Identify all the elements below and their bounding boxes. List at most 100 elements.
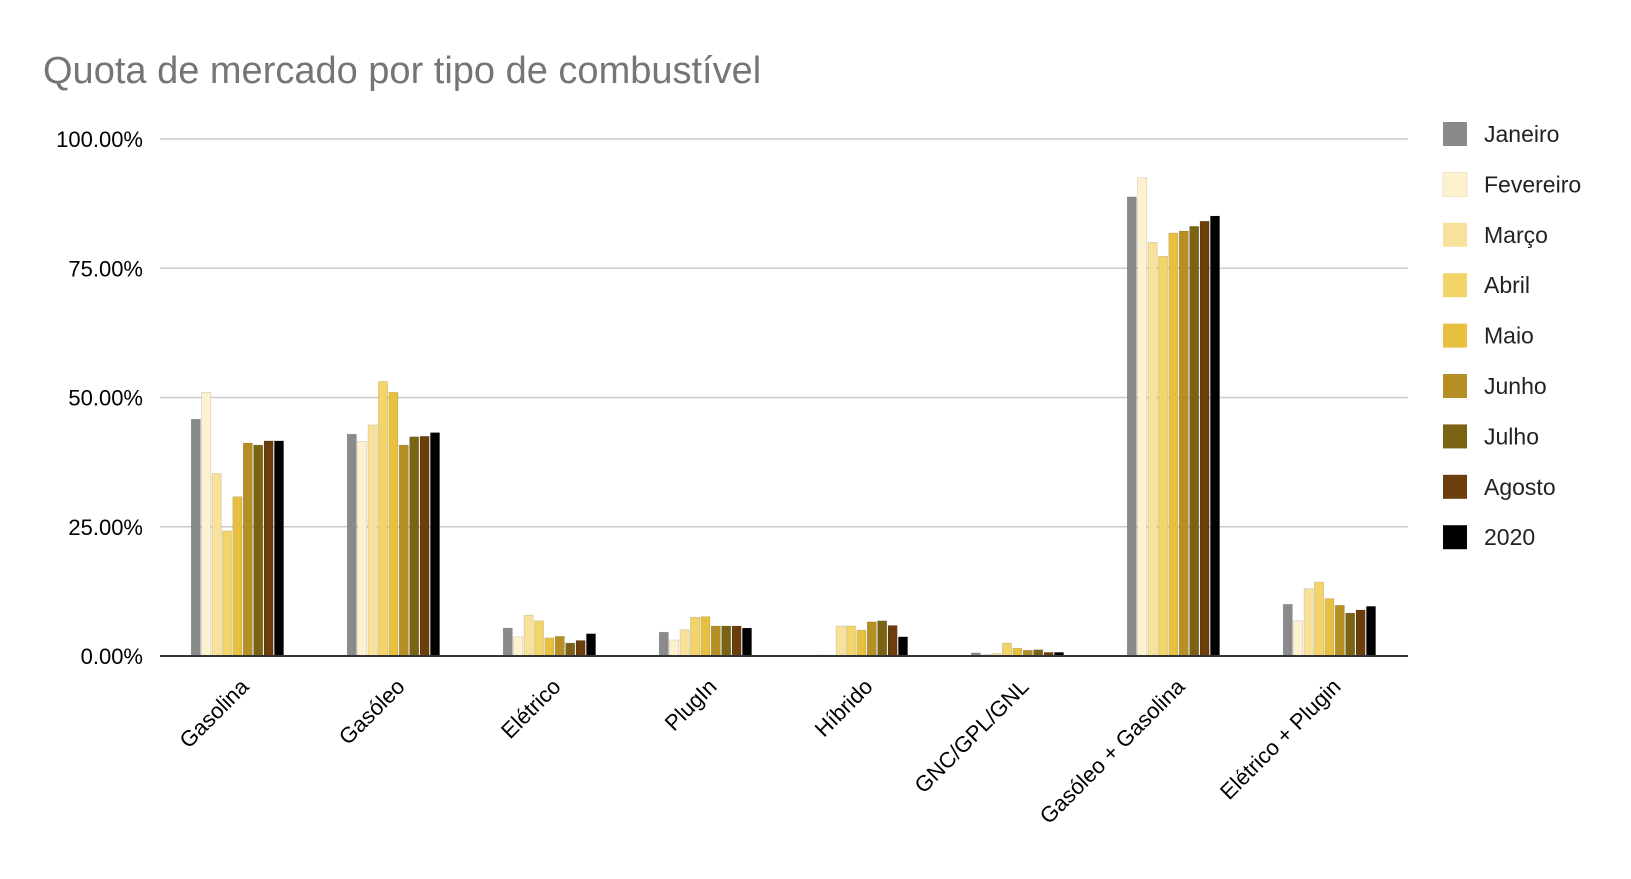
bar-gasolina-julho	[253, 444, 264, 657]
legend: Janeiro Fevereiro Março Abril Maio Junho Julho…	[1442, 121, 1581, 550]
bar-gasóleo-gasolina-2020	[1210, 215, 1220, 657]
y-tick-label: 100.00%	[56, 127, 143, 152]
bar-gasóleo-junho	[398, 444, 409, 657]
x-tick-label: Elétrico	[496, 674, 566, 744]
bar-híbrido-agosto	[887, 625, 898, 657]
bar-gasolina-março	[211, 473, 222, 657]
chart-title: Quota de mercado por tipo de combustível	[43, 50, 761, 92]
bar-híbrido-maio	[856, 629, 867, 657]
bar-plugin-abril	[690, 616, 700, 657]
bar-gasóleo-gasolina-janeiro	[1126, 196, 1137, 657]
bar-elétrico-plugin-fevereiro	[1293, 620, 1304, 657]
bar-gasóleo-gasolina-abril	[1158, 256, 1168, 657]
bar-plugin-agosto	[731, 625, 742, 657]
bar-plugin-março	[679, 629, 690, 657]
bar-gasóleo-julho	[409, 436, 420, 657]
bars	[190, 177, 1376, 657]
legend-label: Agosto	[1484, 474, 1556, 500]
legend-label: Janeiro	[1484, 121, 1559, 147]
bar-elétrico-julho	[565, 642, 576, 657]
bar-plugin-junho	[710, 625, 721, 657]
bar-híbrido-julho	[877, 620, 888, 657]
bar-gasolina-junho	[242, 442, 253, 657]
bar-elétrico-janeiro	[502, 627, 513, 657]
legend-swatch	[1443, 424, 1467, 449]
legend-label: 2020	[1484, 524, 1535, 550]
bar-híbrido-2020	[898, 636, 908, 657]
legend-swatch	[1443, 323, 1467, 348]
legend-label: Junho	[1484, 373, 1547, 399]
bar-gasóleo-gasolina-junho	[1178, 230, 1189, 657]
y-tick-label: 0.00%	[81, 644, 143, 669]
bar-gasolina-2020	[274, 440, 284, 657]
legend-label: Julho	[1484, 423, 1539, 449]
legend-label: Maio	[1484, 323, 1534, 349]
x-tick-label: Híbrido	[810, 674, 878, 742]
x-tick-label: GNC/GPL/GNL	[910, 674, 1034, 798]
legend-swatch	[1443, 222, 1467, 247]
bar-elétrico-plugin-março	[1303, 588, 1314, 657]
bar-gasolina-abril	[222, 530, 232, 657]
legend-swatch	[1443, 474, 1467, 499]
bar-gasóleo-gasolina-fevereiro	[1137, 177, 1148, 657]
x-tick-label: Gasóleo	[334, 674, 410, 750]
bar-elétrico-fevereiro	[513, 636, 524, 657]
legend-swatch	[1443, 525, 1467, 550]
bar-gasolina-maio	[232, 496, 243, 657]
bar-elétrico-março	[523, 614, 534, 657]
bar-plugin-janeiro	[658, 631, 669, 657]
bar-elétrico-plugin-junho	[1334, 605, 1345, 657]
bar-gasóleo-gasolina-maio	[1168, 232, 1179, 657]
bar-gasóleo-gasolina-março	[1147, 242, 1158, 657]
bar-elétrico-plugin-agosto	[1355, 609, 1366, 657]
bar-elétrico-plugin-2020	[1366, 606, 1376, 657]
x-tick-label: Elétrico + Plugin	[1215, 674, 1346, 805]
bar-gasóleo-2020	[430, 432, 440, 657]
bar-elétrico-maio	[544, 637, 555, 657]
y-axis-ticks: 0.00% 25.00% 50.00% 75.00% 100.00%	[56, 127, 143, 669]
legend-label: Março	[1484, 222, 1548, 248]
legend-swatch	[1443, 273, 1467, 298]
bar-híbrido-março	[835, 625, 846, 657]
bar-gasolina-fevereiro	[201, 392, 212, 657]
legend-label: Fevereiro	[1484, 171, 1581, 197]
bar-elétrico-plugin-julho	[1345, 612, 1356, 657]
y-tick-label: 75.00%	[68, 256, 143, 281]
legend-swatch	[1443, 122, 1467, 146]
bar-gasóleo-gasolina-julho	[1189, 226, 1200, 657]
bar-gnc-gpl-gnl-abril	[1002, 642, 1012, 657]
x-tick-label: PlugIn	[660, 674, 722, 736]
bar-elétrico-plugin-janeiro	[1282, 603, 1293, 657]
bar-plugin-maio	[700, 616, 711, 657]
bar-elétrico-plugin-maio	[1324, 598, 1335, 657]
bar-gasóleo-março	[367, 424, 378, 657]
legend-label: Abril	[1484, 272, 1530, 298]
bar-elétrico-junho	[554, 636, 565, 657]
bar-plugin-fevereiro	[669, 639, 680, 657]
bar-híbrido-junho	[866, 621, 877, 657]
x-axis-ticks: Gasolina Gasóleo Elétrico PlugIn Híbrido GNC/…	[174, 673, 1345, 828]
bar-elétrico-agosto	[575, 640, 586, 657]
legend-swatch	[1443, 374, 1467, 398]
x-tick-label: Gasóleo + Gasolina	[1035, 673, 1190, 828]
bar-gasóleo-gasolina-agosto	[1199, 220, 1210, 657]
x-tick-label: Gasolina	[174, 673, 254, 753]
bar-híbrido-abril	[846, 625, 856, 657]
bar-gasóleo-fevereiro	[357, 441, 368, 657]
legend-swatch	[1442, 171, 1468, 197]
y-tick-label: 50.00%	[68, 386, 143, 411]
bar-elétrico-plugin-abril	[1314, 581, 1324, 657]
bar-plugin-2020	[742, 627, 752, 657]
bar-gasolina-janeiro	[190, 418, 201, 657]
bar-plugin-julho	[721, 625, 732, 657]
bar-elétrico-2020	[586, 633, 596, 657]
bar-gasóleo-janeiro	[346, 433, 357, 657]
bar-gnc-gpl-gnl-maio	[1012, 647, 1023, 657]
y-tick-label: 25.00%	[68, 515, 143, 540]
bar-gasolina-agosto	[263, 440, 274, 657]
bar-gasóleo-agosto	[419, 435, 430, 657]
bar-gasóleo-abril	[378, 381, 388, 657]
bar-gasóleo-maio	[388, 392, 399, 657]
bar-elétrico-abril	[534, 620, 544, 657]
